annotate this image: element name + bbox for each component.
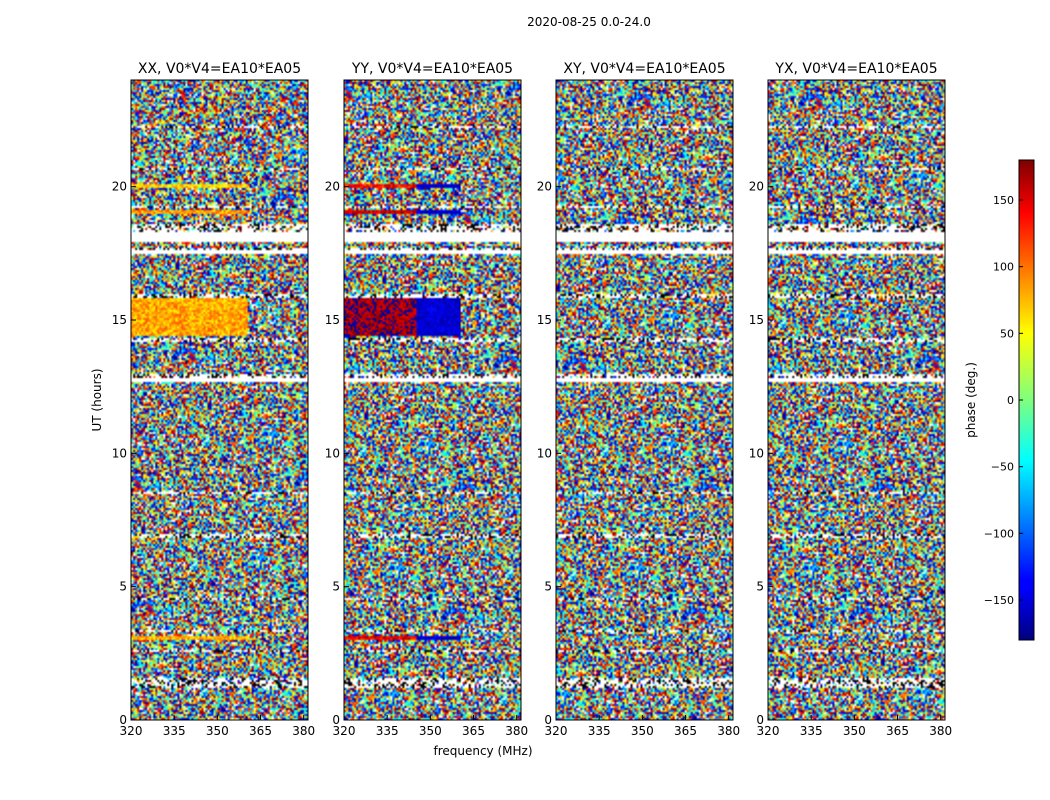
figure-suptitle: 2020-08-25 0.0-24.0 [527,15,651,29]
panel-2: XY, V0*V4=EA10*EA05 320 335 350 365 380 0 5 10 15… [537,61,740,738]
x-tick-label-1-350: 350 [419,724,442,738]
y-tick-label-2-0: 0 [544,713,552,727]
x-tick-label-0-320: 320 [120,724,143,738]
y-tick-label-0-15: 15 [112,313,127,327]
y-tick-label-1-20: 20 [325,180,340,194]
x-tick-label-3-335: 335 [800,724,823,738]
x-tick-label-2-365: 365 [674,724,697,738]
x-tick-label-1-335: 335 [376,724,399,738]
heatmap-image-3 [768,80,945,720]
y-tick-label-2-5: 5 [544,580,552,594]
y-tick-label-3-5: 5 [756,580,764,594]
panel-title-0: XX, V0*V4=EA10*EA05 [138,61,301,77]
colorbar: phase (deg.) −150 −100 −50 0 50 100 150 [964,159,1035,641]
heatmap-image-1 [344,80,521,720]
y-tick-label-2-10: 10 [537,446,552,460]
panel-3: YX, V0*V4=EA10*EA05 320 335 350 365 380 0 5 10 15… [749,61,952,738]
y-tick-label-3-0: 0 [756,713,764,727]
x-tick-label-0-350: 350 [206,724,229,738]
x-tick-label-0-365: 365 [249,724,272,738]
x-tick-label-2-335: 335 [588,724,611,738]
colorbar-tick-label--100: −100 [984,527,1014,540]
panel-title-2: XY, V0*V4=EA10*EA05 [563,61,725,77]
x-tick-label-2-350: 350 [631,724,654,738]
figure-ylabel: UT (hours) [90,368,104,431]
panel-0: XX, V0*V4=EA10*EA05 320 335 350 365 380 0 5 10 15… [112,61,315,738]
y-tick-label-2-15: 15 [537,313,552,327]
x-tick-label-0-335: 335 [163,724,186,738]
panel-title-1: YY, V0*V4=EA10*EA05 [351,61,513,77]
y-tick-label-1-10: 10 [325,446,340,460]
heatmap-image-2 [556,80,733,720]
x-tick-label-1-365: 365 [462,724,485,738]
x-tick-label-1-380: 380 [505,724,528,738]
panel-title-3: YX, V0*V4=EA10*EA05 [774,61,937,77]
colorbar-tick-label--50: −50 [991,461,1014,474]
y-tick-label-0-10: 10 [112,446,127,460]
x-tick-label-0-380: 380 [292,724,315,738]
colorbar-tick-label-0: 0 [1007,394,1014,407]
figure-xlabel: frequency (MHz) [433,744,532,758]
colorbar-tick-label-150: 150 [993,194,1014,207]
y-tick-label-3-20: 20 [749,180,764,194]
x-tick-label-3-350: 350 [843,724,866,738]
y-tick-label-1-5: 5 [332,580,340,594]
x-tick-label-3-380: 380 [929,724,952,738]
y-tick-label-0-20: 20 [112,180,127,194]
panel-frame-0 [130,79,309,721]
y-tick-label-2-20: 20 [537,180,552,194]
heatmap-image-0 [131,80,308,720]
y-tick-label-0-5: 5 [119,580,127,594]
y-tick-label-3-10: 10 [749,446,764,460]
x-tick-label-3-320: 320 [757,724,780,738]
x-tick-label-2-320: 320 [545,724,568,738]
panels: XX, V0*V4=EA10*EA05 320 335 350 365 380 0 5 10 15… [112,61,952,738]
colorbar-tick-label-50: 50 [1000,327,1014,340]
y-tick-label-1-15: 15 [325,313,340,327]
y-tick-label-0-0: 0 [119,713,127,727]
colorbar-tick-label--150: −150 [984,594,1014,607]
panel-frame-1 [343,79,522,721]
x-tick-label-2-380: 380 [717,724,740,738]
x-tick-label-1-320: 320 [333,724,356,738]
y-tick-label-3-15: 15 [749,313,764,327]
colorbar-label: phase (deg.) [964,362,978,438]
panel-1: YY, V0*V4=EA10*EA05 320 335 350 365 380 0 5 10 15… [325,61,528,738]
colorbar-tick-label-100: 100 [993,261,1014,274]
x-tick-label-3-365: 365 [886,724,909,738]
panel-frame-3 [767,79,946,721]
y-tick-label-1-0: 0 [332,713,340,727]
panel-frame-2 [555,79,734,721]
